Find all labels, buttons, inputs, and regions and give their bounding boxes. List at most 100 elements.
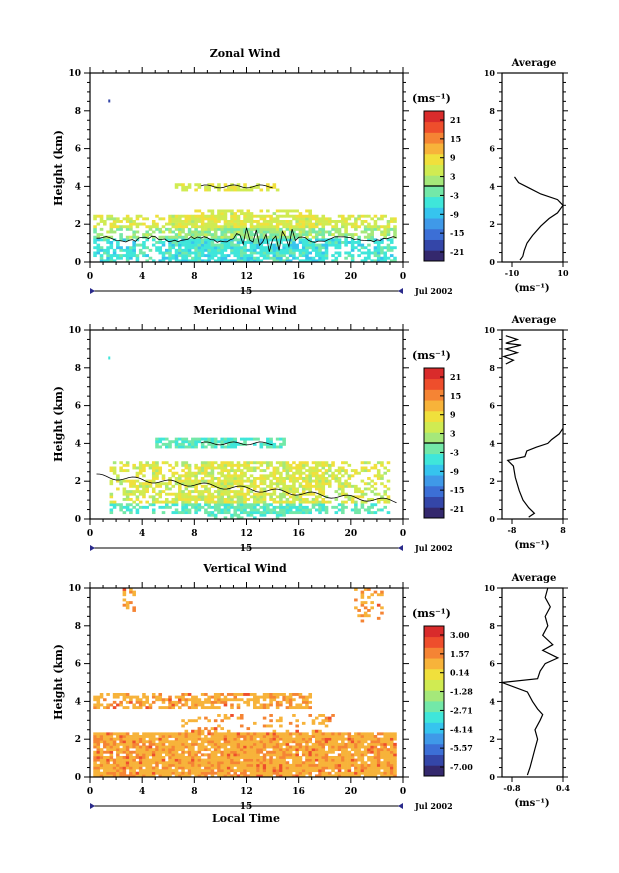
heatmap-cell [109,766,114,770]
heatmap-cell [99,238,104,242]
heatmap-cell [112,706,117,710]
heatmap-cell [207,437,211,441]
heatmap-cell [223,771,228,775]
heatmap-cell [380,230,384,234]
heatmap-cell [194,209,198,213]
average-x-tick-label: 8 [560,525,566,535]
heatmap-cell [207,511,211,515]
heatmap-cell [357,771,361,775]
heatmap-cell [253,220,257,223]
heatmap-cell [334,756,339,759]
heatmap-cell [122,693,127,696]
heatmap-cell [93,698,97,702]
heatmap-cell [272,745,277,749]
heatmap-cell [223,716,228,720]
heatmap-cell [197,243,202,247]
heatmap-cell [321,766,326,770]
heatmap-cell [164,503,169,507]
heatmap-cell [389,737,394,741]
average-line [506,427,564,518]
heatmap-cell [213,246,218,250]
heatmap-cell [373,487,378,491]
heatmap-cell [168,463,172,467]
heatmap-cell [135,243,140,247]
heatmap-cell [350,241,355,244]
heatmap-cell [308,477,313,480]
heatmap-cell [282,492,286,496]
heatmap-cell [96,740,101,744]
heatmap-cell [301,238,306,242]
heatmap-cell [220,209,224,213]
heatmap-cell [168,695,172,699]
heatmap-cell [181,745,185,749]
heatmap-cell [282,756,286,759]
heatmap-cell [161,461,166,465]
heatmap-cell [151,766,156,770]
heatmap-cell [266,693,270,696]
heatmap-cell [337,220,342,223]
heatmap-cell [194,750,198,754]
heatmap-cell [108,356,111,360]
heatmap-cell [243,259,247,263]
heatmap-cell [239,756,244,759]
heatmap-cell [308,714,313,717]
heatmap-cell [259,750,264,754]
heatmap-cell [200,492,205,496]
heatmap-cell [246,463,251,467]
heatmap-cell [259,230,264,234]
heatmap-cell [207,706,211,710]
heatmap-cell [246,505,251,509]
heatmap-cell [350,737,355,741]
heatmap-cell [161,774,166,778]
heatmap-cell [246,513,251,517]
heatmap-cell [174,437,179,441]
heatmap-cell [331,227,335,231]
heatmap-cell [308,766,313,770]
heatmap-cell [125,758,130,762]
heatmap-cell [373,241,378,244]
heatmap-cell [279,745,283,749]
heatmap-cell [243,763,247,767]
heatmap-cell [269,740,273,744]
heatmap-cell [187,214,192,218]
heatmap-cell [187,220,192,223]
heatmap-cell [298,695,303,699]
heatmap-cell [112,769,117,773]
heatmap-cell [295,477,299,480]
heatmap-cell [288,721,293,725]
heatmap-cell [204,254,208,258]
colorbar-swatch [424,218,444,230]
heatmap-cell [129,763,133,767]
heatmap-cell [122,766,127,770]
heatmap-cell [109,758,114,762]
heatmap-cell [367,248,371,252]
heatmap-cell [138,505,143,509]
heatmap-cell [132,254,136,258]
heatmap-cell [178,477,182,480]
heatmap-cell [256,763,260,767]
heatmap-cell [210,727,215,731]
heatmap-cell [337,761,342,765]
heatmap-cell [347,477,352,480]
heatmap-cell [367,235,371,239]
heatmap-cell [246,758,251,762]
heatmap-cell [217,256,221,260]
heatmap-cell [259,703,264,707]
heatmap-cell [122,598,127,602]
heatmap-cell [279,742,283,746]
heatmap-cell [210,700,215,704]
heatmap-cell [96,233,101,237]
heatmap-cell [145,463,149,467]
heatmap-cell [191,235,195,239]
heatmap-cell [132,766,136,770]
heatmap-cell [389,774,394,778]
heatmap-cell [383,233,387,237]
heatmap-cell [207,471,211,475]
heatmap-cell [184,508,189,512]
heatmap-cell [145,479,149,483]
heatmap-cell [262,756,267,759]
heatmap-cell [337,753,342,757]
heatmap-cell [164,698,169,702]
contour-path [96,227,397,252]
